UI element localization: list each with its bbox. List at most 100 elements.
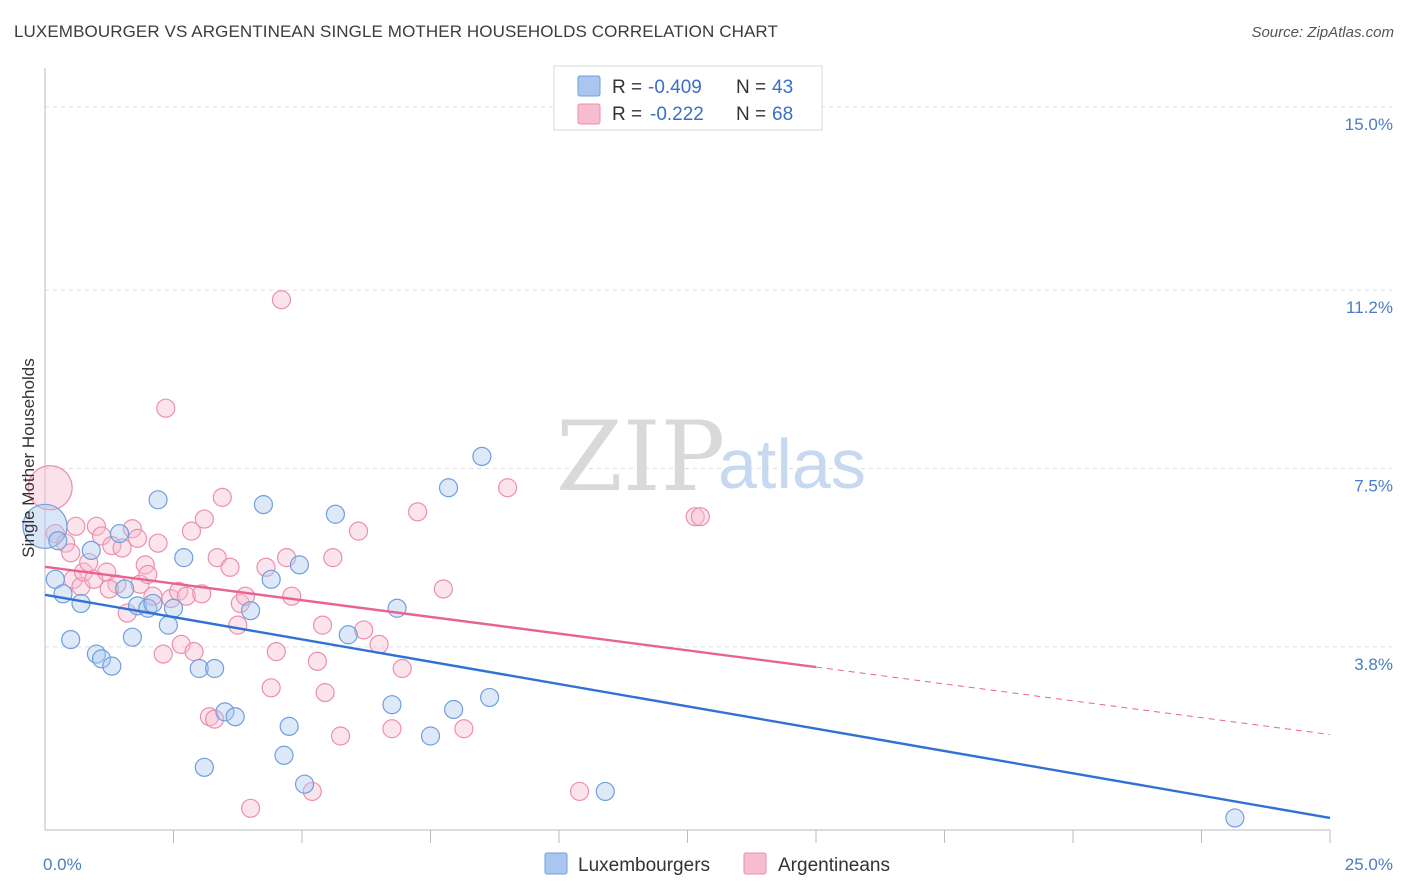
argentineans-point [271, 290, 292, 310]
luxembourgers-point [48, 531, 68, 551]
legend-swatch-argentineans [577, 103, 601, 125]
argentineans-point [266, 642, 286, 662]
legend-n-value: 68 [772, 104, 793, 125]
luxembourgers-point [294, 774, 315, 794]
luxembourgers-point [1225, 808, 1245, 828]
y-axis-label: Single Mother Households [19, 358, 38, 557]
luxembourgers-point [225, 707, 245, 727]
luxembourgers-point [325, 504, 346, 524]
luxembourgers-points [22, 446, 1245, 828]
argentineans-point [176, 586, 196, 606]
luxembourgers-point [289, 555, 310, 575]
luxembourgers-point [71, 593, 91, 614]
series-legend-luxembourgers: Luxembourgers [578, 855, 710, 876]
argentineans-point [220, 557, 240, 577]
y-tick-label: 3.8% [1354, 655, 1393, 674]
legend-swatch-luxembourgers [577, 75, 601, 97]
series-legend-swatch-luxembourgers [544, 852, 568, 875]
argentineans-point [454, 719, 474, 739]
argentineans-point [330, 726, 351, 746]
luxembourgers-point [109, 523, 130, 544]
argentineans-point [27, 465, 73, 511]
argentineans-point [205, 709, 225, 729]
luxembourgers-point [420, 726, 441, 746]
luxembourgers-trend-line [44, 593, 1331, 820]
argentineans-point [181, 521, 202, 541]
grid-lines [45, 106, 1392, 648]
argentineans-point [45, 523, 65, 544]
luxembourgers-point [253, 495, 274, 515]
chart-title: LUXEMBOURGER VS ARGENTINEAN SINGLE MOTHE… [14, 22, 778, 41]
argentineans-trend-line [44, 565, 817, 669]
argentineans-point [690, 507, 710, 527]
argentineans-point [302, 781, 322, 802]
luxembourgers-point [279, 716, 299, 736]
argentineans-point [282, 586, 302, 606]
luxembourgers-point [115, 579, 135, 599]
luxembourgers-point [205, 658, 225, 679]
argentineans-point [408, 502, 428, 522]
luxembourgers-point [480, 687, 500, 708]
luxembourgers-point [91, 649, 112, 669]
argentineans-point [312, 615, 333, 635]
legend-r-label: R = [612, 77, 642, 98]
legend-n-label: N = [736, 77, 766, 98]
argentineans-point [112, 538, 132, 558]
axes [44, 68, 1331, 843]
argentineans-point [153, 644, 173, 664]
argentineans-point [261, 678, 281, 698]
argentineans-point [228, 615, 248, 635]
argentineans-point [382, 719, 402, 739]
argentineans-point [192, 584, 212, 604]
luxembourgers-point [22, 503, 68, 549]
luxembourgers-point [215, 702, 235, 722]
argentineans-point [392, 658, 412, 679]
legend-r-label: R = [612, 104, 642, 125]
y-tick-label: 7.5% [1354, 476, 1393, 495]
x-tick-label: 25.0% [1345, 855, 1393, 874]
argentineans-points [27, 290, 710, 818]
argentineans-point [199, 707, 220, 727]
watermark-zip: ZIP [556, 401, 725, 513]
argentineans-trend-line-extension [815, 666, 1331, 736]
x-axis-ticks [173, 830, 1331, 843]
argentineans-point [127, 528, 148, 548]
argentineans-point [433, 579, 453, 599]
luxembourgers-point [444, 699, 464, 720]
argentineans-point [241, 798, 261, 818]
argentineans-point [498, 478, 518, 498]
y-tick-label: 11.2% [1346, 298, 1393, 317]
luxembourgers-point [61, 629, 81, 650]
argentineans-point [184, 642, 204, 662]
argentineans-point [256, 557, 276, 577]
argentineans-point [323, 548, 343, 568]
source-label: Source: ZipAtlas.com [1251, 24, 1394, 41]
watermark-atlas: atlas [718, 425, 866, 503]
argentineans-point [685, 507, 705, 527]
series-legend-swatch-argentineans [743, 852, 767, 875]
luxembourgers-point [143, 593, 163, 614]
series-legend-argentineans: Argentineans [778, 855, 890, 876]
luxembourgers-point [382, 695, 402, 715]
luxembourgers-point [102, 656, 122, 676]
argentineans-point [207, 548, 227, 568]
luxembourgers-point [163, 598, 184, 618]
trend-lines [44, 565, 1331, 820]
x-tick-labels: 0.0% 25.0% [43, 855, 1393, 874]
luxembourgers-point [472, 446, 492, 467]
luxembourgers-point [189, 658, 209, 679]
y-tick-labels: 3.8% 7.5% 11.2% 15.0% [1345, 115, 1393, 674]
luxembourgers-point [148, 490, 168, 510]
y-tick-label: 15.0% [1345, 115, 1393, 134]
luxembourgers-point [274, 745, 294, 765]
argentineans-point [354, 620, 374, 640]
argentineans-point [61, 543, 81, 563]
legend-r-value: -0.222 [650, 104, 704, 125]
luxembourgers-point [174, 548, 194, 568]
series-legend: Luxembourgers Argentineans [544, 852, 890, 876]
luxembourgers-point [595, 781, 615, 802]
luxembourgers-point [241, 601, 261, 621]
luxembourgers-point [338, 625, 358, 645]
correlation-legend: R = -0.409 N = 43 R = -0.222 N = 68 [553, 65, 823, 131]
